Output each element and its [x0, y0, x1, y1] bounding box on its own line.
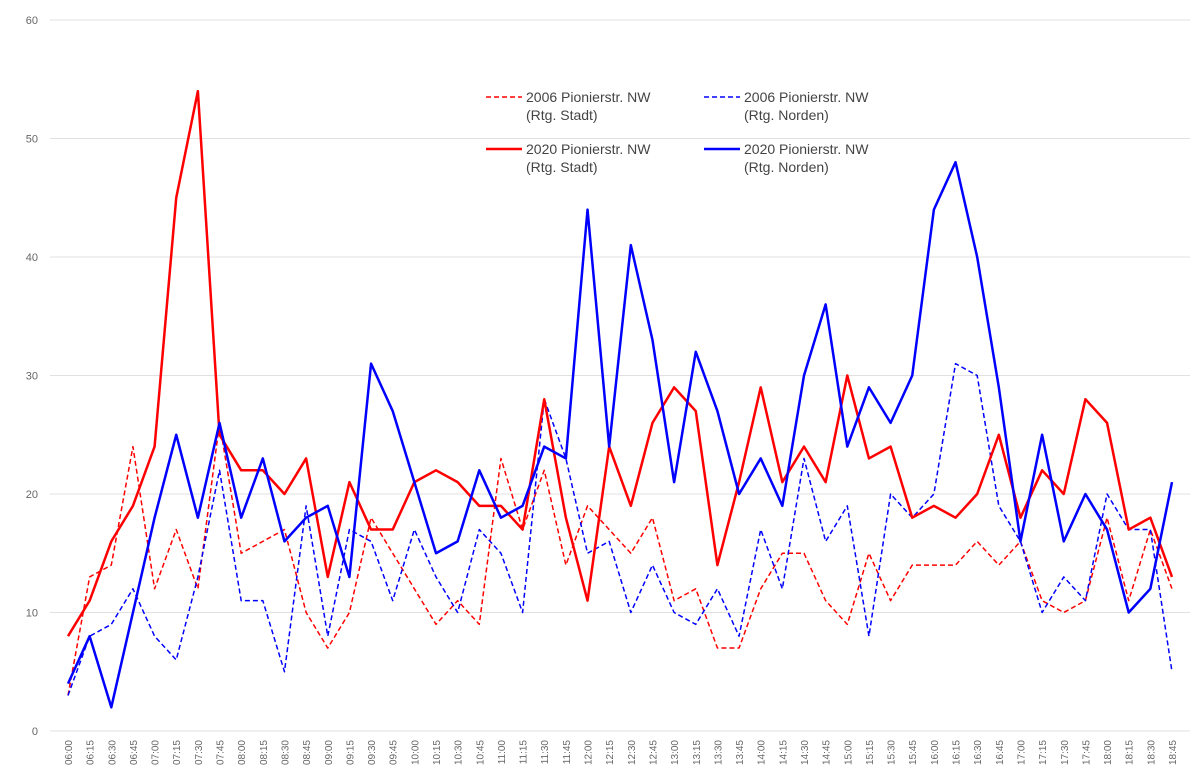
x-tick-label: 08:15	[259, 740, 270, 765]
x-tick-label: 18:45	[1168, 740, 1179, 765]
y-tick-label: 0	[32, 726, 38, 738]
series-line	[66, 160, 1174, 709]
series-line	[67, 422, 1173, 696]
legend-label: 2020 Pionierstr. NW (Rtg. Norden)	[744, 141, 869, 175]
x-tick-label: 17:15	[1038, 740, 1049, 765]
x-tick-label: 10:30	[454, 740, 465, 765]
x-tick-label: 14:45	[822, 740, 833, 765]
x-tick-label: 06:30	[107, 740, 118, 765]
y-tick-label: 10	[26, 608, 38, 620]
x-tick-label: 13:00	[670, 740, 681, 765]
x-tick-label: 13:15	[692, 740, 703, 765]
x-tick-label: 13:30	[713, 740, 724, 765]
legend-label: 2020 Pionierstr. NW (Rtg. Stadt)	[526, 141, 651, 175]
x-tick-label: 11:45	[562, 740, 573, 765]
x-tick-label: 16:30	[973, 740, 984, 765]
x-tick-label: 18:15	[1125, 740, 1136, 765]
x-tick-label: 10:00	[410, 740, 421, 765]
x-tick-label: 18:00	[1103, 740, 1114, 765]
legend-swatch	[486, 147, 522, 151]
x-tick-label: 07:30	[194, 740, 205, 765]
x-tick-label: 14:00	[757, 740, 768, 765]
y-tick-label: 40	[26, 252, 38, 264]
x-tick-label: 16:00	[930, 740, 941, 765]
legend-label: 2006 Pionierstr. NW (Rtg. Norden)	[744, 89, 869, 123]
series-line	[67, 362, 1173, 696]
legend-item: 2006 Pionierstr. NW (Rtg. Stadt)	[486, 88, 651, 124]
x-tick-label: 17:30	[1060, 740, 1071, 765]
x-tick-label: 11:15	[519, 740, 530, 765]
x-tick-label: 07:00	[151, 740, 162, 765]
series-line	[66, 89, 1174, 637]
x-tick-label: 16:15	[952, 740, 963, 765]
x-tick-label: 08:00	[237, 740, 248, 765]
legend-item: 2020 Pionierstr. NW (Rtg. Norden)	[704, 140, 869, 176]
x-tick-label: 15:45	[908, 740, 919, 765]
legend-label: 2006 Pionierstr. NW (Rtg. Stadt)	[526, 89, 651, 123]
x-tick-label: 12:30	[627, 740, 638, 765]
y-tick-label: 60	[26, 15, 38, 27]
x-tick-label: 12:00	[584, 740, 595, 765]
x-tick-label: 06:45	[129, 740, 140, 765]
x-tick-label: 14:30	[800, 740, 811, 765]
x-tick-label: 15:00	[843, 740, 854, 765]
x-tick-label: 15:30	[887, 740, 898, 765]
x-tick-label: 09:15	[345, 740, 356, 765]
y-tick-label: 20	[26, 489, 38, 501]
x-tick-label: 13:45	[735, 740, 746, 765]
x-tick-label: 10:15	[432, 740, 443, 765]
legend-swatch	[486, 96, 522, 98]
x-tick-label: 06:15	[86, 740, 97, 765]
x-tick-label: 16:45	[995, 740, 1006, 765]
x-tick-label: 06:00	[64, 740, 75, 765]
y-tick-label: 30	[26, 371, 38, 383]
legend-item: 2020 Pionierstr. NW (Rtg. Stadt)	[486, 140, 651, 176]
x-tick-label: 07:45	[216, 740, 227, 765]
x-tick-label: 15:15	[865, 740, 876, 765]
x-tick-label: 11:30	[540, 740, 551, 765]
x-tick-label: 09:00	[324, 740, 335, 765]
x-tick-label: 14:15	[778, 740, 789, 765]
x-tick-label: 07:15	[172, 740, 183, 765]
y-tick-label: 50	[26, 134, 38, 146]
x-tick-label: 11:00	[497, 740, 508, 765]
x-tick-label: 09:30	[367, 740, 378, 765]
x-tick-label: 17:45	[1081, 740, 1092, 765]
x-tick-label: 18:30	[1146, 740, 1157, 765]
x-tick-label: 08:30	[280, 740, 291, 765]
legend-swatch	[704, 96, 740, 98]
x-tick-label: 17:00	[1016, 740, 1027, 765]
x-tick-label: 08:45	[302, 740, 313, 765]
legend-swatch	[704, 147, 740, 151]
legend-item: 2006 Pionierstr. NW (Rtg. Norden)	[704, 88, 869, 124]
x-tick-label: 09:45	[389, 740, 400, 765]
x-tick-label: 12:15	[605, 740, 616, 765]
x-tick-label: 10:45	[475, 740, 486, 765]
x-tick-label: 12:45	[648, 740, 659, 765]
